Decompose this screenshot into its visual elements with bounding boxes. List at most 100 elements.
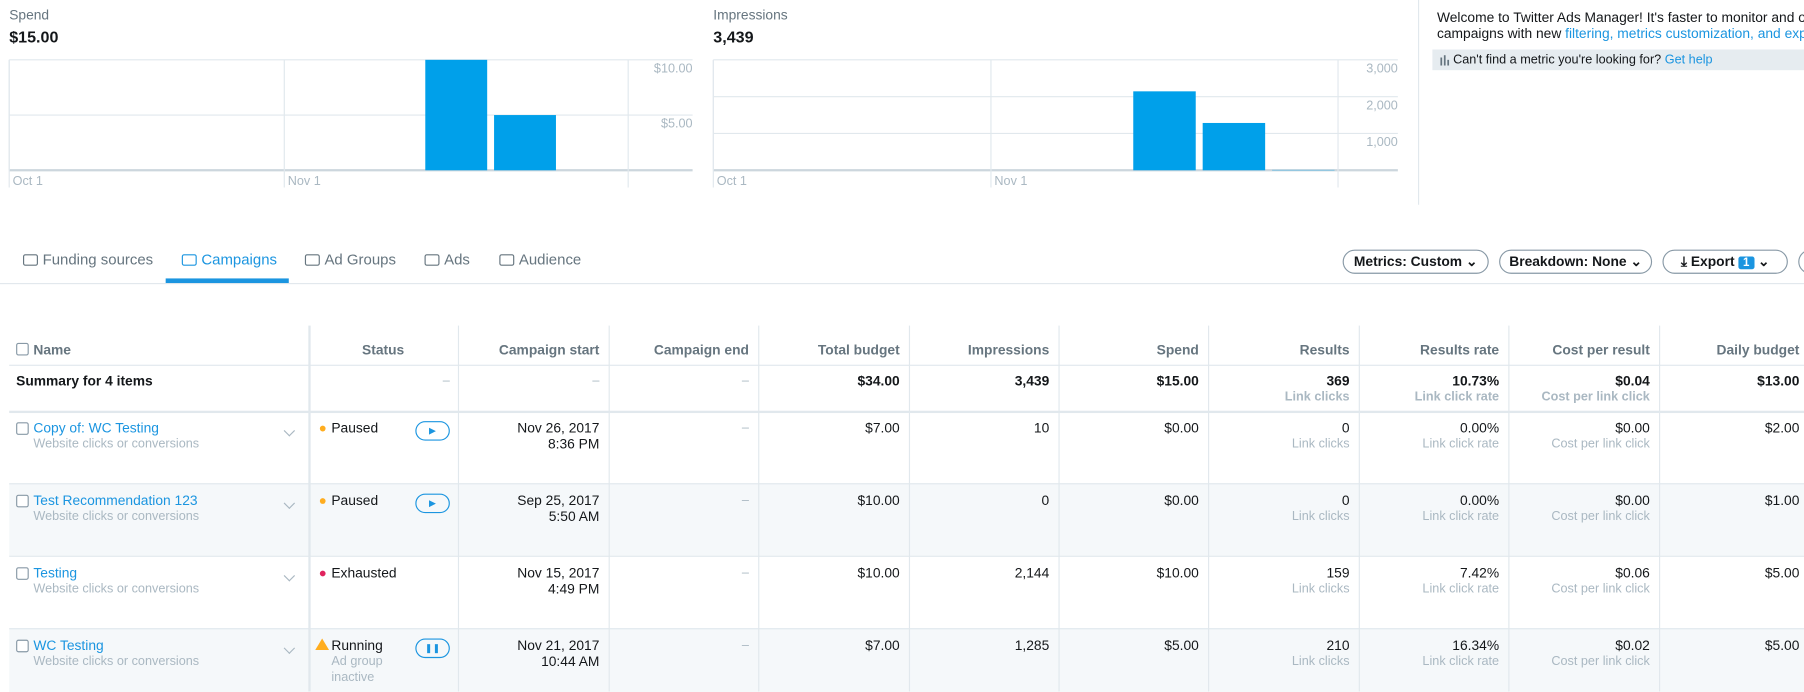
cell-budget: $10.00: [857, 564, 900, 582]
cell-daily: $5.00: [1764, 564, 1800, 582]
metrics-button[interactable]: Metrics: Custom ⌄: [1342, 249, 1489, 274]
column-header: Name: [33, 341, 71, 358]
chart-total: $15.00: [9, 29, 58, 47]
summary-cpr: $0.04: [1615, 372, 1650, 389]
y-tick-label: $5.00: [661, 117, 693, 131]
help-bar: Can't find a metric you're looking for? …: [1432, 49, 1804, 71]
campaign-link[interactable]: Copy of: WC Testing: [33, 419, 159, 437]
summary-sub-label: Link clicks: [1284, 390, 1350, 404]
cell-cpr: $0.00: [1615, 419, 1650, 437]
summary-status: –: [442, 373, 450, 388]
checkbox[interactable]: [16, 342, 29, 356]
cell-impressions: 0: [1041, 492, 1050, 509]
col-rule: [457, 325, 460, 692]
checkbox[interactable]: [16, 422, 29, 435]
more-button[interactable]: [1798, 249, 1804, 274]
col-rule: [908, 325, 911, 692]
cell-sub-label: Link clicks: [1291, 654, 1350, 669]
summary-spend: $15.00: [1156, 372, 1199, 389]
summary-results: 369: [1326, 372, 1350, 389]
bar: [1133, 91, 1196, 171]
cell-sub-label: Link click rate: [1422, 582, 1500, 596]
column-header: Campaign end: [653, 341, 749, 358]
tab-link[interactable]: Ads: [444, 250, 470, 269]
toggle-button[interactable]: ▶: [415, 421, 450, 441]
cell-budget: $7.00: [865, 419, 900, 437]
cell-results: 210: [1326, 637, 1350, 654]
welcome-link[interactable]: filtering, metrics customization, and ex…: [1565, 25, 1804, 42]
col-rule: [1208, 325, 1210, 692]
summary-sub-label: Link click rate: [1414, 390, 1500, 404]
tab-link[interactable]: Ad Groups: [324, 250, 396, 269]
cell-sub-label: Link clicks: [1291, 582, 1350, 596]
tab-link[interactable]: Audience: [518, 250, 582, 269]
toggle-button[interactable]: ❚❚: [415, 638, 450, 659]
help-text: Can't find a metric you're looking for? …: [1453, 52, 1713, 68]
x-tick-label: Oct 1: [13, 174, 43, 188]
cell-results: 0: [1341, 419, 1350, 437]
column-header: Total budget: [817, 341, 900, 358]
campaign-objective: Website clicks or conversions: [33, 582, 200, 596]
y-tick-label: $10.00: [654, 61, 693, 75]
column-header: Daily budget: [1716, 341, 1800, 358]
end-date: –: [741, 421, 749, 435]
export-button[interactable]: ⤓ Export 1 ⌄: [1662, 249, 1788, 274]
cell-daily: $5.00: [1764, 637, 1800, 654]
cell-budget: $10.00: [857, 492, 900, 509]
warning-icon: [315, 638, 330, 651]
status-dot: [319, 570, 326, 577]
column-header: Spend: [1156, 341, 1199, 358]
charts: Spend $15.00 $5.00 $10.00 Oct 1 Nov 1 Impressi…: [8, 0, 1420, 205]
summary-rate: 10.73%: [1452, 372, 1500, 389]
cell-daily: $2.00: [1764, 419, 1800, 437]
campaign-link[interactable]: Testing: [33, 564, 78, 582]
button-label: Export: [1690, 253, 1735, 270]
tab-underline: [165, 278, 289, 284]
row-rule: [9, 364, 1804, 366]
button-label: Breakdown: None: [1509, 253, 1627, 270]
column-header: Cost per result: [1552, 341, 1650, 358]
cell-sub-label: Link click rate: [1422, 437, 1500, 451]
cell-impressions: 1,285: [1014, 637, 1050, 654]
status-label: Paused: [331, 492, 379, 509]
checkbox[interactable]: [16, 494, 29, 508]
cell-cpr: $0.02: [1615, 637, 1650, 654]
cell-sub-label: Cost per link click: [1551, 437, 1650, 451]
start-date: Sep 25, 2017: [517, 492, 600, 509]
cell-budget: $7.00: [865, 637, 900, 654]
tab-link[interactable]: Campaigns: [201, 250, 278, 269]
cell-results: 0: [1341, 492, 1350, 509]
tab-link[interactable]: Funding sources: [42, 250, 154, 269]
x-tick-label: Nov 1: [994, 174, 1027, 188]
status-label: Paused: [331, 419, 379, 437]
col-rule: [1358, 325, 1360, 692]
campaign-link[interactable]: WC Testing: [33, 637, 104, 654]
col-rule: [1058, 325, 1060, 692]
summary-daily: $13.00: [1757, 372, 1800, 389]
cell-rate: 16.34%: [1452, 637, 1500, 654]
status-dot: [319, 425, 326, 432]
cell-daily: $1.00: [1764, 492, 1800, 509]
checkbox[interactable]: [16, 567, 29, 580]
checkbox[interactable]: [16, 639, 29, 653]
status-dot: [319, 498, 326, 504]
x-tick-label: Oct 1: [717, 174, 747, 188]
tab-icon: [499, 254, 515, 266]
cell-spend: $0.00: [1164, 419, 1199, 437]
column-header: Impressions: [967, 341, 1050, 358]
toggle-button[interactable]: ▶: [415, 493, 450, 514]
row-chevron: [283, 425, 296, 437]
row-rule: [9, 555, 1804, 557]
cell-impressions: 2,144: [1014, 564, 1050, 582]
breakdown-button[interactable]: Breakdown: None ⌄: [1499, 249, 1653, 274]
y-tick-label: 1,000: [1366, 135, 1398, 149]
help-link[interactable]: Get help: [1664, 52, 1713, 67]
cell-sub-label: Cost per link click: [1551, 582, 1650, 596]
campaign-link[interactable]: Test Recommendation 123: [33, 492, 198, 509]
start-date: Nov 21, 2017: [517, 637, 600, 654]
column-header: Results rate: [1420, 341, 1500, 358]
column-header: Campaign start: [498, 341, 600, 358]
status-label: Running: [331, 637, 383, 654]
